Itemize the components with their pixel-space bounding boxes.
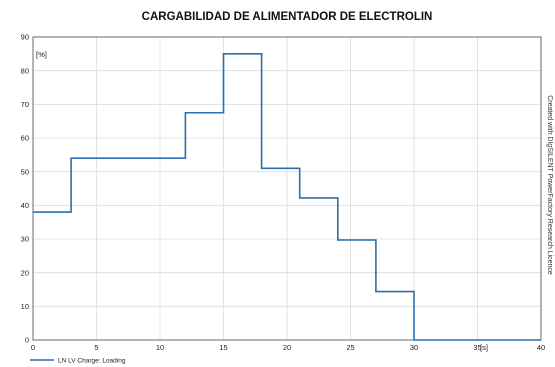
y-tick-label: 30: [21, 235, 29, 244]
chart-title: CARGABILIDAD DE ALIMENTADOR DE ELECTROLI…: [142, 11, 433, 23]
legend-label: LN LV Charge: Loading: [58, 358, 126, 365]
y-tick-label: 0: [25, 336, 29, 345]
x-tick-label: 35: [473, 343, 481, 352]
credit-note: Created with DIgSILENT PowerFactory Rese…: [546, 95, 553, 275]
y-tick-label: 40: [21, 201, 29, 210]
y-tick-label: 20: [21, 268, 29, 277]
y-axis: 0 10 20 30 40 50 60 70 80 90: [21, 33, 29, 345]
series-line: [33, 53, 541, 341]
x-tick-label: 5: [94, 343, 98, 352]
series-layer: [33, 53, 541, 341]
y-tick-label: 90: [21, 33, 29, 42]
x-axis: 0 5 10 15 20 25 30 35 40: [31, 343, 545, 352]
x-tick-label: 40: [537, 343, 545, 352]
x-tick-label: 15: [219, 343, 227, 352]
y-tick-label: 70: [21, 100, 29, 109]
y-tick-label: 60: [21, 134, 29, 143]
x-tick-label: 25: [346, 343, 354, 352]
grid: [33, 37, 541, 340]
x-tick-label: 10: [156, 343, 164, 352]
x-tick-label: 20: [283, 343, 291, 352]
x-tick-label: 30: [410, 343, 418, 352]
x-axis-unit: [s]: [480, 343, 488, 352]
plot-frame: [32, 36, 542, 341]
y-tick-label: 10: [21, 302, 29, 311]
y-axis-unit: [%]: [36, 50, 47, 59]
y-tick-label: 50: [21, 167, 29, 176]
y-tick-label: 80: [21, 66, 29, 75]
x-tick-label: 0: [31, 343, 35, 352]
